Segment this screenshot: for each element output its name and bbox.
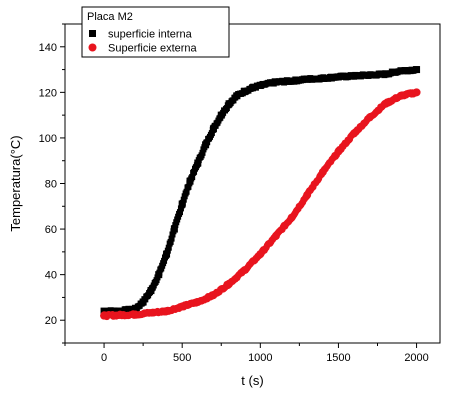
- data-point: [365, 113, 374, 122]
- data-point: [240, 266, 249, 275]
- data-point: [233, 92, 241, 100]
- data-point: [178, 200, 186, 208]
- x-tick-label: 2000: [404, 352, 428, 364]
- series-superficie-externa: [100, 88, 421, 321]
- x-tick-label: 1000: [248, 352, 272, 364]
- data-point: [303, 75, 311, 83]
- data-point: [177, 205, 184, 212]
- x-tick-label: 500: [173, 352, 191, 364]
- data-point: [217, 111, 225, 119]
- data-point: [155, 271, 163, 279]
- x-tick-label: 1500: [326, 352, 350, 364]
- data-point: [303, 190, 312, 199]
- data-point: [241, 87, 249, 95]
- data-point: [131, 305, 139, 313]
- legend-marker: [89, 30, 96, 37]
- data-point: [396, 91, 405, 100]
- legend: Placa M2 superficie interna Superficie ext…: [81, 6, 230, 58]
- data-point: [189, 174, 196, 181]
- y-tick-label: 100: [39, 133, 57, 145]
- data-point: [381, 70, 389, 78]
- data-point: [350, 129, 359, 138]
- data-point: [412, 88, 421, 97]
- data-point: [288, 77, 296, 85]
- data-point: [169, 231, 176, 238]
- y-tick-label: 140: [39, 42, 57, 54]
- data-point: [413, 66, 421, 74]
- data-point: [199, 149, 206, 156]
- data-point: [350, 72, 358, 80]
- data-point: [271, 231, 280, 240]
- data-point: [193, 297, 202, 306]
- data-point: [256, 250, 265, 259]
- data-point: [170, 225, 178, 233]
- x-tick-label: 0: [101, 352, 107, 364]
- data-point: [225, 279, 234, 288]
- data-point: [272, 78, 280, 86]
- data-point: [167, 238, 174, 245]
- legend-box: [81, 6, 230, 58]
- data-point: [163, 250, 171, 258]
- series-layer: [100, 66, 421, 321]
- data-point: [225, 100, 233, 108]
- data-point: [165, 244, 172, 251]
- legend-title: Placa M2: [87, 11, 133, 23]
- legend-marker: [88, 43, 97, 52]
- data-point: [202, 141, 210, 149]
- data-point: [381, 99, 390, 108]
- data-point: [194, 159, 202, 167]
- data-point: [100, 311, 109, 320]
- x-axis-title: t (s): [241, 373, 263, 388]
- y-tick-label: 20: [45, 315, 57, 327]
- plot-area: 0 500 1000 1500 2000 20 40 60 80 100 120 140: [39, 23, 441, 364]
- data-point: [209, 291, 218, 300]
- y-tick-label: 80: [45, 179, 57, 191]
- data-point: [161, 257, 168, 264]
- data-point: [334, 73, 342, 81]
- data-point: [186, 177, 194, 185]
- data-point: [168, 235, 175, 242]
- y-tick-label: 120: [39, 87, 57, 99]
- data-point: [180, 196, 187, 203]
- legend-label: superficie interna: [108, 29, 193, 41]
- data-point: [191, 168, 198, 175]
- data-point: [185, 183, 192, 190]
- data-point: [178, 302, 187, 311]
- data-point: [162, 307, 171, 316]
- y-axis-title: Temperatura(°C): [8, 135, 23, 231]
- data-point: [287, 213, 296, 222]
- data-point: [366, 71, 374, 79]
- data-point: [183, 188, 190, 195]
- data-point: [209, 125, 217, 133]
- data-point: [208, 130, 215, 137]
- data-point: [256, 82, 264, 90]
- y-tick-label: 40: [45, 270, 57, 282]
- data-point: [397, 67, 405, 75]
- data-point: [131, 310, 140, 319]
- data-point: [100, 307, 108, 315]
- data-point: [147, 287, 155, 295]
- series-superficie-interna: [100, 66, 421, 316]
- data-point: [139, 298, 147, 306]
- data-point: [319, 74, 327, 82]
- legend-label: Superficie externa: [108, 43, 198, 55]
- data-point: [177, 209, 183, 216]
- data-point: [318, 168, 327, 177]
- data-point: [334, 147, 343, 156]
- data-point: [249, 84, 256, 92]
- y-tick-label: 60: [45, 224, 57, 236]
